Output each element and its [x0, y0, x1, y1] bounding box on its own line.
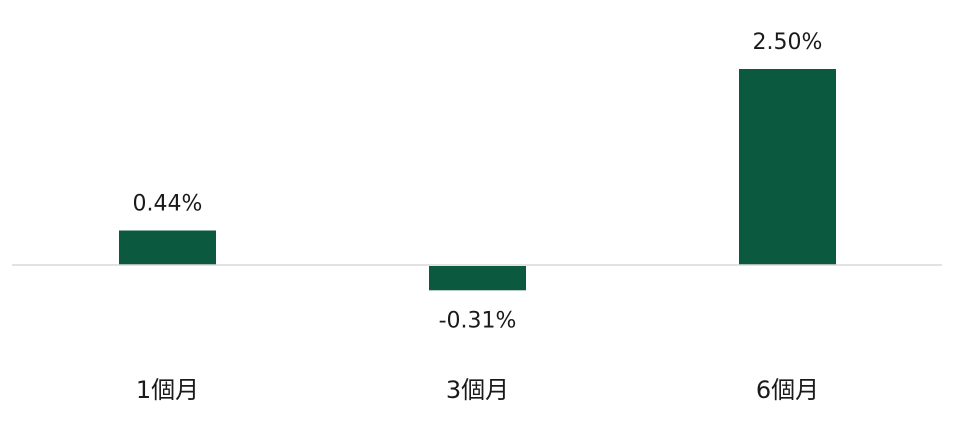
- labels-layer: 0.44% 1個月 -0.31% 3個月 2.50% 6個月: [133, 30, 823, 404]
- bar-3: [739, 69, 836, 265]
- value-label-2: -0.31%: [439, 308, 517, 333]
- bar-2: [429, 266, 526, 291]
- category-label-3: 6個月: [756, 376, 819, 404]
- category-label-1: 1個月: [136, 376, 199, 404]
- category-label-2: 3個月: [446, 376, 509, 404]
- bars-layer: [119, 69, 836, 291]
- value-label-1: 0.44%: [133, 192, 203, 217]
- bar-1: [119, 230, 216, 265]
- value-label-3: 2.50%: [753, 30, 823, 55]
